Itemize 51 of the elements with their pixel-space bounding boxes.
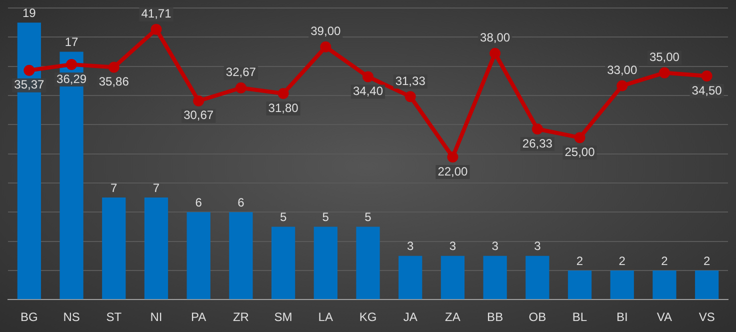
data-label: 2 [661,254,668,268]
data-label: 38,00 [480,30,510,45]
x-tick-label: BG [20,310,38,324]
data-label: 31,33 [395,74,426,88]
x-tick-label: SM [274,310,292,324]
data-label: 39,00 [310,24,341,38]
data-label: 3 [449,239,456,254]
data-label: 3 [534,239,542,254]
data-label: 33,00 [607,63,638,78]
data-label: 3 [407,239,414,254]
x-tick-label: VS [698,310,715,324]
data-label: 35,86 [98,74,130,89]
x-tick-label: ST [106,310,122,324]
data-label: 5 [322,210,330,224]
x-tick-label: VA [656,310,672,324]
data-label: 2 [576,254,584,268]
data-label: 41,71 [141,6,172,21]
data-label: 22,00 [438,164,468,178]
data-label: 6 [238,195,245,210]
x-tick-label: BB [487,310,504,324]
data-label: 5 [364,210,372,224]
data-label: 36,29 [56,72,87,86]
data-label: 7 [110,180,118,195]
data-label: 34,40 [352,84,384,98]
data-label: 30,67 [184,108,214,122]
data-label: 26,33 [522,136,553,150]
x-tick-label: NI [150,310,162,324]
x-tick-label: BI [616,310,628,324]
x-tick-label: NS [63,310,80,324]
data-label: 2 [703,254,710,268]
x-tick-label: ZA [445,310,460,324]
data-label: 17 [64,35,79,50]
data-label: 35,37 [14,78,45,92]
data-label: 32,67 [226,65,256,80]
data-label: 7 [152,180,160,195]
data-label: 31,80 [268,100,299,115]
x-tick-label: KG [359,310,377,324]
data-label: 2 [618,254,626,268]
x-tick-label: BL [572,310,588,324]
data-label: 19 [22,6,36,20]
data-label: 3 [492,239,499,254]
x-tick-label: JA [403,310,418,324]
x-tick-label: LA [318,310,333,324]
data-label: 34,50 [692,83,722,98]
x-tick-label: OB [528,310,546,324]
data-label: 6 [195,195,202,210]
data-label: 35,00 [649,50,680,64]
data-label: 5 [280,210,287,224]
x-tick-label: ZR [232,310,250,324]
x-tick-label: PA [191,310,206,324]
data-label: 25,00 [564,144,596,159]
